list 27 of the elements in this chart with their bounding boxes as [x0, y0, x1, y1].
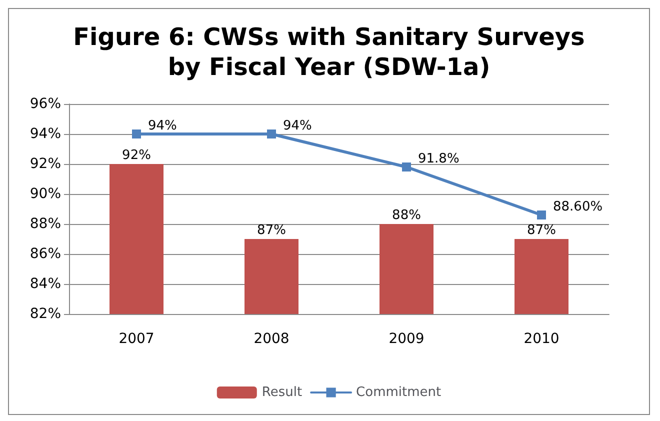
x-tick-label: 2007: [118, 331, 154, 347]
point: [537, 210, 546, 220]
data-label: 88%: [392, 208, 421, 223]
x-tick-label: 2010: [524, 331, 560, 347]
point: [267, 130, 276, 138]
y-tick-label: 88%: [30, 216, 61, 232]
point: [402, 162, 411, 172]
y-tick-label: 82%: [30, 306, 61, 322]
legend-label: Result: [262, 385, 302, 400]
x-tick-label: 2008: [254, 331, 290, 347]
y-tick-label: 94%: [30, 126, 61, 142]
point: [132, 130, 141, 138]
y-tick-label: 92%: [30, 156, 61, 172]
data-label: 94%: [283, 118, 312, 134]
data-label: 87%: [257, 223, 286, 238]
data-label: 87%: [527, 223, 556, 238]
y-tick-label: 84%: [30, 276, 61, 292]
data-label: 88.60%: [553, 200, 603, 214]
chart-title: Figure 6: CWSs with Sanitary Surveys by Fiscal Year (SDW-1a): [73, 23, 585, 81]
x-tick-label: 2009: [388, 331, 424, 347]
y-tick-label: 96%: [30, 96, 61, 112]
legend-label: Commitment: [356, 385, 442, 400]
y-tick-label: 86%: [30, 246, 61, 262]
data-label: 92%: [122, 148, 151, 163]
data-label: 91.8%: [418, 152, 460, 166]
data-label: 94%: [148, 118, 177, 134]
y-tick-label: 90%: [30, 186, 61, 202]
